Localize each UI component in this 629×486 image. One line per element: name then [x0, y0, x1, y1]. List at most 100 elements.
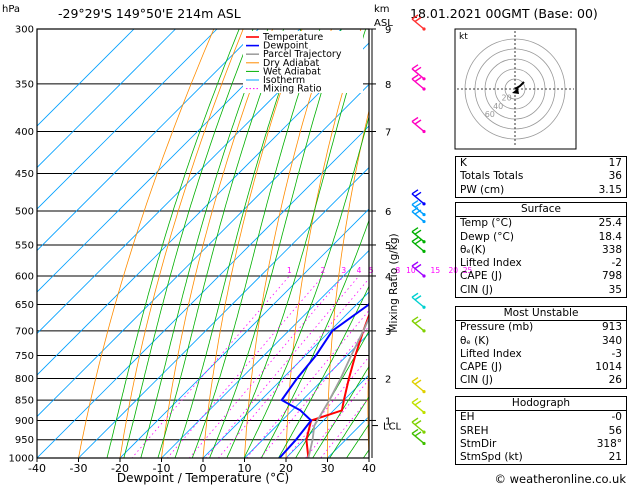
isotherm-line: [243, 332, 369, 458]
profile-lines: [278, 301, 369, 458]
wet-adiabat-line: [329, 396, 369, 458]
pressure-tick-label: 800: [15, 374, 34, 385]
dry-adiabat-line: [78, 29, 215, 458]
row-value: -0: [611, 411, 622, 424]
temperature-tick-label: -20: [111, 462, 129, 475]
wet-adiabat-line: [312, 365, 369, 458]
wet-adiabat-line: [174, 29, 302, 458]
location-title: -29°29'S 149°50'E 214m ASL: [58, 6, 241, 21]
most-unstable-title: Most Unstable: [503, 307, 579, 319]
legend-label: Dry Adiabat: [263, 58, 320, 69]
row-label: Lifted Index: [460, 347, 522, 360]
surface-row: CIN (J) 35: [456, 284, 626, 297]
temperature-line: [305, 312, 369, 458]
hodograph-ring-label: 40: [493, 102, 503, 111]
dry-adiabat-line: [202, 29, 303, 458]
legend-label: Isotherm: [263, 75, 305, 86]
surface-row: θₑ(K) 338: [456, 244, 626, 257]
wind-barb-icon: [411, 316, 426, 333]
pressure-tick-label: 500: [15, 207, 34, 218]
wind-barb-icon: [411, 236, 426, 253]
wind-barb-icon: [411, 417, 426, 434]
legend-label: Parcel Trajectory: [263, 49, 342, 60]
isotherm-line: [37, 125, 369, 458]
dry-adiabat-line: [285, 29, 362, 458]
row-value: 26: [608, 374, 622, 387]
row-label: CIN (J): [460, 283, 493, 296]
isotherm-line: [77, 166, 369, 458]
temperature-tick-label: -40: [28, 462, 46, 475]
wind-barb-icon: [411, 227, 426, 244]
most-unstable-row: CIN (J) 26: [456, 374, 626, 387]
wet-adiabat-line: [191, 29, 321, 458]
axes: 3003504004505005506006507007508008509009…: [9, 25, 376, 476]
hpa-unit-label: hPa: [2, 4, 20, 15]
mixing-ratio-label: 15: [431, 266, 441, 275]
hodograph-stats-title: Hodograph: [511, 397, 571, 409]
most-unstable-row: θₑ (K) 340: [456, 335, 626, 348]
temperature-tick-label: 10: [238, 462, 252, 475]
wind-barb-icon: [411, 14, 426, 31]
wind-barb-icon: [411, 292, 426, 309]
dry-adiabat-line: [161, 29, 274, 458]
km-tick-label: 4: [385, 272, 391, 283]
wind-barb-icon: [411, 199, 426, 217]
wet-adiabat-line: [278, 285, 369, 458]
mixing-ratio-label: 25: [463, 266, 473, 275]
pressure-tick-label: 400: [15, 127, 34, 138]
hodograph-stats-row: SREH 56: [456, 425, 626, 438]
mixing-ratio-label: 10: [406, 266, 416, 275]
wind-barb-icon: [411, 64, 426, 81]
wind-barb-icon: [411, 261, 426, 278]
row-value: 36: [608, 170, 622, 183]
row-label: θₑ (K): [460, 334, 490, 347]
pressure-tick-label: 750: [15, 351, 34, 362]
mixing-ratio-label: 20: [448, 266, 458, 275]
row-value: 798: [601, 270, 622, 283]
indices-row: K 17: [456, 157, 626, 170]
asl-unit-label: ASL: [374, 18, 393, 29]
copyright-label: © weatheronline.co.uk: [494, 472, 626, 486]
row-value: -2: [611, 257, 622, 270]
row-label: SREH: [460, 424, 489, 437]
km-tick-label: 9: [385, 25, 391, 36]
km-tick-label: 3: [385, 327, 391, 338]
km-tick-label: 8: [385, 80, 391, 91]
wind-barb-icon: [411, 206, 426, 224]
km-tick-label: 6: [385, 207, 391, 218]
temperature-tick-label: 40: [362, 462, 376, 475]
surface-box: Surface Temp (°C) 25.4 Dewp (°C) 18.4 θₑ(K) 3…: [455, 202, 627, 299]
isotherm-line: [37, 29, 218, 210]
dry-adiabat-line: [327, 109, 369, 458]
row-label: CIN (J): [460, 374, 493, 387]
isotherm-line: [119, 208, 369, 458]
row-value: 18.4: [598, 230, 622, 243]
mixing-ratio-line: [131, 275, 290, 458]
row-label: Temp (°C): [460, 217, 513, 230]
pressure-tick-label: 350: [15, 79, 34, 90]
most-unstable-row: CAPE (J) 1014: [456, 361, 626, 374]
row-value: 3.15: [598, 183, 622, 196]
mixing-ratio-labels: 1 2 3 4 5 8 10 15 20 25: [287, 266, 473, 275]
wet-adiabat-line: [209, 29, 342, 458]
pressure-tick-label: 650: [15, 300, 34, 311]
hodograph-unit-label: kt: [459, 32, 468, 42]
wind-barb-icon: [411, 116, 426, 134]
temperature-tick-label: -30: [70, 462, 88, 475]
row-value: 338: [601, 243, 622, 256]
isotherm-line: [285, 374, 369, 458]
legend-label: Wet Adiabat: [263, 66, 321, 77]
wet-adiabat-line: [123, 29, 254, 458]
right-axis-title: Mixing Ratio (g/kg): [388, 233, 400, 332]
row-label: EH: [460, 411, 475, 424]
dry-adiabat-line: [367, 345, 369, 458]
row-value: -3: [611, 347, 622, 360]
wet-adiabat-line: [346, 423, 369, 458]
mixing-ratio-label: 2: [321, 266, 326, 275]
row-label: Totals Totals: [460, 170, 524, 183]
wet-adiabat-line: [106, 29, 240, 458]
temperature-tick-label: 0: [200, 462, 207, 475]
isotherm-line: [37, 29, 177, 169]
row-label: Dewp (°C): [460, 230, 514, 243]
